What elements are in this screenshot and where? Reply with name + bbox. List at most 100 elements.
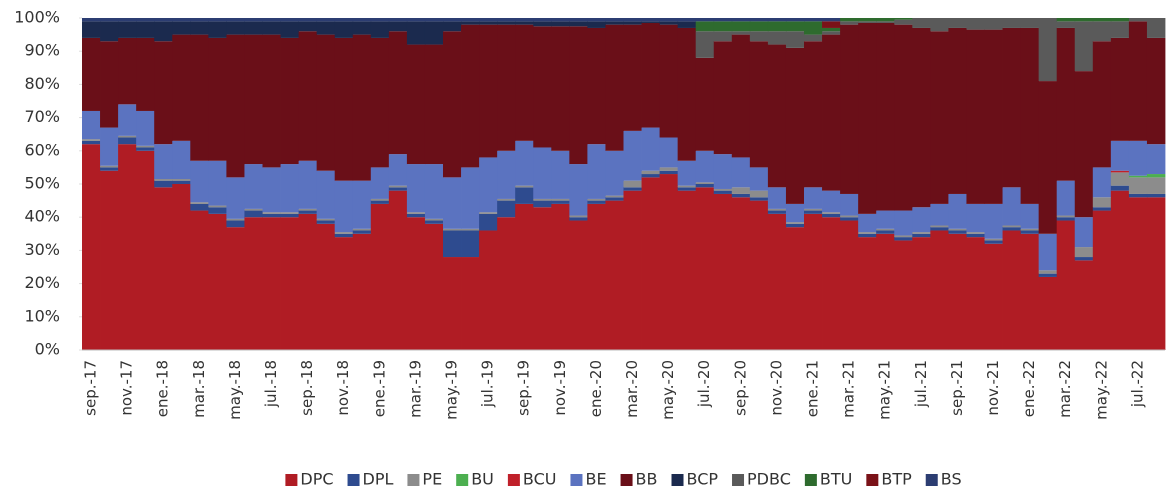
segment (479, 157, 498, 213)
legend-swatch (732, 474, 745, 486)
segment (190, 203, 209, 211)
legend-swatch (925, 474, 938, 486)
segment (226, 220, 245, 228)
segment (984, 29, 1003, 204)
segment (894, 24, 913, 211)
segment (966, 29, 985, 204)
segment (948, 233, 967, 350)
segment (172, 184, 191, 350)
x-tick-label: mar.-20 (623, 360, 641, 418)
segment (406, 44, 426, 165)
segment (316, 218, 336, 221)
segment (587, 144, 606, 199)
segment (858, 233, 877, 238)
segment (334, 180, 354, 233)
x-tick-label: sep.-20 (731, 360, 749, 416)
segment (443, 177, 462, 229)
segment (388, 154, 408, 186)
segment (731, 193, 751, 198)
segment (804, 41, 823, 188)
segment (1056, 18, 1076, 22)
segment (749, 200, 769, 350)
segment (840, 24, 859, 194)
segment (713, 21, 733, 32)
segment (876, 210, 895, 229)
segment (262, 167, 281, 213)
segment (298, 213, 318, 350)
segment (605, 197, 624, 201)
segment (244, 21, 263, 35)
segment (316, 170, 336, 219)
segment (1128, 197, 1148, 350)
segment (822, 213, 841, 218)
segment (370, 167, 390, 199)
x-tick-label: sep.-21 (948, 360, 966, 416)
segment (1038, 81, 1058, 234)
segment (551, 26, 570, 151)
segment (334, 237, 354, 350)
segment (695, 150, 715, 183)
segment (479, 213, 498, 231)
segment (136, 147, 155, 151)
segment (569, 220, 588, 350)
segment (966, 233, 985, 238)
segment (118, 135, 137, 138)
segment (767, 187, 787, 209)
legend-swatch (866, 474, 879, 486)
segment (226, 227, 245, 350)
segment (388, 18, 408, 22)
segment (316, 21, 336, 35)
segment (677, 187, 697, 191)
segment (461, 228, 480, 231)
segment (713, 31, 733, 42)
segment (226, 218, 245, 221)
segment (1074, 217, 1094, 248)
segment (461, 167, 480, 229)
segment (443, 257, 462, 350)
segment (1146, 18, 1166, 38)
segment (424, 18, 444, 22)
segment (388, 190, 408, 350)
segment (858, 18, 877, 22)
segment (406, 18, 426, 22)
segment (948, 228, 967, 231)
segment (840, 220, 859, 350)
segment (298, 208, 318, 211)
segment (1038, 276, 1058, 350)
segment (930, 225, 949, 228)
segment (515, 24, 534, 141)
segment (641, 127, 660, 171)
x-tick-label: nov.-19 (551, 360, 569, 416)
legend-label: BE (585, 470, 606, 489)
segment (858, 213, 877, 233)
segment (605, 24, 624, 151)
segment (822, 27, 841, 32)
segment (822, 212, 841, 214)
segment (858, 237, 877, 350)
segment (424, 164, 444, 219)
segment (388, 185, 408, 188)
segment (82, 110, 101, 140)
segment (966, 232, 985, 234)
segment (262, 212, 281, 214)
y-tick-label: 90% (24, 41, 60, 60)
segment (533, 147, 552, 199)
segment (370, 200, 390, 204)
legend-swatch (456, 474, 469, 486)
segment (659, 21, 679, 25)
segment (370, 37, 390, 168)
legend-label: BTP (881, 470, 912, 489)
segment (244, 208, 263, 211)
segment (1038, 18, 1058, 82)
segment (406, 21, 426, 45)
segment (876, 233, 895, 350)
segment (280, 21, 299, 38)
y-tick-label: 20% (24, 273, 60, 292)
segment (749, 190, 769, 198)
segment (443, 31, 462, 178)
segment (984, 18, 1003, 30)
segment (515, 187, 534, 204)
segment (659, 167, 679, 171)
segment (82, 21, 101, 38)
legend-swatch (671, 474, 684, 486)
